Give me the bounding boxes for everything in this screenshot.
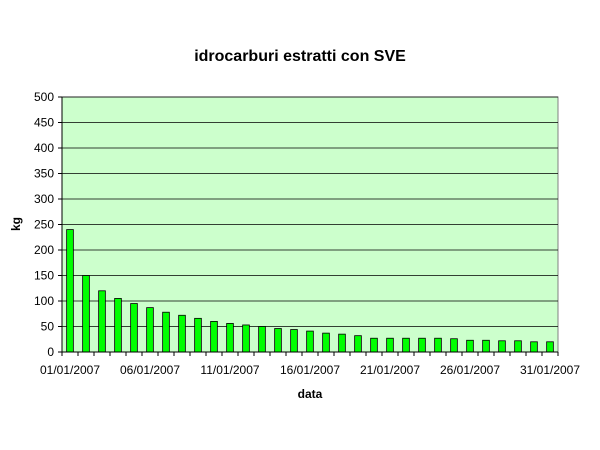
bar [258,326,266,353]
x-tick-label: 06/01/2007 [120,363,180,377]
bar [498,340,506,353]
bar [338,333,346,353]
y-tick-label: 0 [47,345,54,359]
bar [274,328,282,353]
bar [114,298,122,353]
bar [290,329,298,353]
bar [194,317,202,353]
bar [162,311,170,353]
y-tick-label: 300 [34,192,54,206]
bar [98,290,106,353]
x-tick-label: 11/01/2007 [200,363,259,377]
bar [306,330,314,353]
bar [210,320,218,353]
axes [58,96,559,356]
y-tick-label: 100 [34,294,54,308]
bar [370,337,378,353]
bar [66,229,74,353]
bars [66,229,554,353]
bar [354,335,362,353]
x-axis-title: data [298,387,323,401]
y-tick-label: 250 [34,218,54,232]
x-tick-labels: 01/01/2007 06/01/2007 11/01/2007 16/01/2007… [40,363,580,377]
bar [434,337,442,353]
bar [482,339,490,353]
x-tick-label: 01/01/2007 [40,363,100,377]
y-axis-title: kg [9,217,23,231]
x-tick-label: 21/01/2007 [360,363,420,377]
bar [386,337,394,353]
bar [178,314,186,353]
bar [146,307,154,353]
y-tick-label: 200 [34,243,54,257]
bar [226,323,234,353]
bar [546,341,554,353]
y-tick-label: 500 [34,90,54,104]
bar [82,275,90,353]
y-tick-label: 50 [41,320,55,334]
bar [514,340,522,353]
bar [530,341,538,353]
bar [322,332,330,353]
y-tick-labels: 0 50 100 150 200 250 300 350 400 450 500 [34,90,54,359]
y-tick-label: 400 [34,141,54,155]
y-tick-label: 150 [34,269,54,283]
chart-title: idrocarburi estratti con SVE [194,48,406,65]
x-tick-label: 16/01/2007 [280,363,340,377]
bar [242,324,250,353]
bar [466,339,474,353]
y-tick-label: 450 [34,116,54,130]
bar [402,337,410,353]
grid-lines [62,96,558,327]
bar [418,337,426,353]
bar [450,338,458,353]
bar [130,303,138,353]
y-tick-label: 350 [34,167,54,181]
x-tick-label: 26/01/2007 [440,363,500,377]
x-tick-label: 31/01/2007 [520,363,580,377]
